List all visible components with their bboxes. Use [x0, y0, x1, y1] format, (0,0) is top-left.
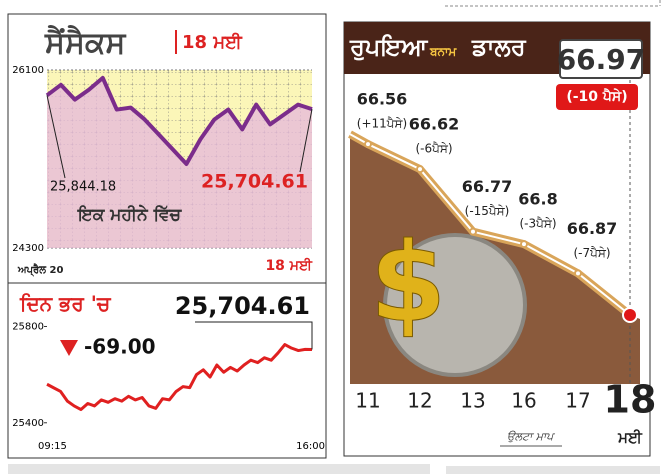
chart-title: ਰੁਪਇਆ [349, 33, 428, 61]
change-label: (+11ਪੈਸੇ) [357, 117, 407, 131]
change-label: (-3ਪੈਸੇ) [519, 217, 556, 231]
latest-box [559, 39, 643, 79]
leader [195, 321, 313, 350]
chart-title: ਸੈਂਸੈਕਸ [44, 25, 126, 61]
x-tick-label: 11 [355, 389, 380, 413]
x-tick-label: 09:15 [38, 441, 67, 452]
coin [383, 233, 527, 377]
x-tick-label: 13 [460, 389, 485, 413]
decor [8, 464, 430, 474]
y-tick-label: 24300 [12, 243, 44, 254]
point [520, 240, 528, 249]
x-tick-label: 12 [407, 389, 432, 413]
change-label: (-15ਪੈਸੇ) [465, 204, 510, 218]
point [574, 269, 582, 278]
chart-title: ਡਾਲਰ [471, 33, 527, 61]
line [46, 343, 313, 412]
chart-subtitle: 18 ਮਈ [182, 32, 243, 53]
value-label: 66.62 [409, 115, 460, 134]
y-tick-label: 26100 [12, 65, 44, 76]
leader [299, 109, 313, 173]
point [364, 140, 372, 149]
value-label: 66.87 [567, 219, 618, 238]
decor [446, 466, 660, 474]
value-label: 66.8 [518, 190, 557, 209]
value-label: 66.56 [357, 90, 408, 109]
point [416, 165, 424, 174]
dollar-sign: $ [370, 218, 447, 346]
x-tick-label: 18 ਮਈ [265, 257, 313, 274]
point [469, 227, 477, 236]
chart-title: ਦਿਨ ਭਰ 'ਚ [19, 292, 112, 316]
change-label: -69.00 [84, 335, 156, 359]
change-label: (-10 ਪੈਸੇ) [566, 87, 627, 105]
change-label: (-6ਪੈਸੇ) [415, 142, 452, 156]
line [45, 75, 313, 166]
x-tick-label: 16:00 [296, 441, 325, 452]
x-unit: ਮਈ [617, 429, 643, 447]
leader [46, 95, 66, 179]
down-arrow [60, 340, 78, 356]
x-tick-label: 17 [565, 389, 590, 413]
note: ਉਲਟਾ ਮਾਪ [507, 430, 555, 443]
value-label: 25,704.61 [175, 292, 310, 320]
annotation: ਇਕ ਮਹੀਨੇ ਵਿੱਚ [77, 204, 183, 225]
value-label: 66.77 [462, 177, 513, 196]
change-box [556, 84, 638, 110]
value-label: 25,704.61 [201, 171, 308, 193]
y-tick-label: 25800 [12, 321, 44, 332]
chart-title: ਬਨਾਮ [429, 45, 457, 59]
y-tick-label: 25400 [12, 418, 44, 429]
x-tick-label: 16 [511, 389, 536, 413]
latest-value: 66.97 [557, 43, 646, 76]
x-tick-label: 18 [604, 378, 657, 422]
value-label: 25,844.18 [50, 180, 116, 195]
area [47, 77, 312, 249]
point [622, 307, 638, 323]
x-tick-label: ਅਪ੍ਰੈਲ 20 [17, 263, 63, 277]
change-label: (-7ਪੈਸੇ) [573, 246, 610, 260]
